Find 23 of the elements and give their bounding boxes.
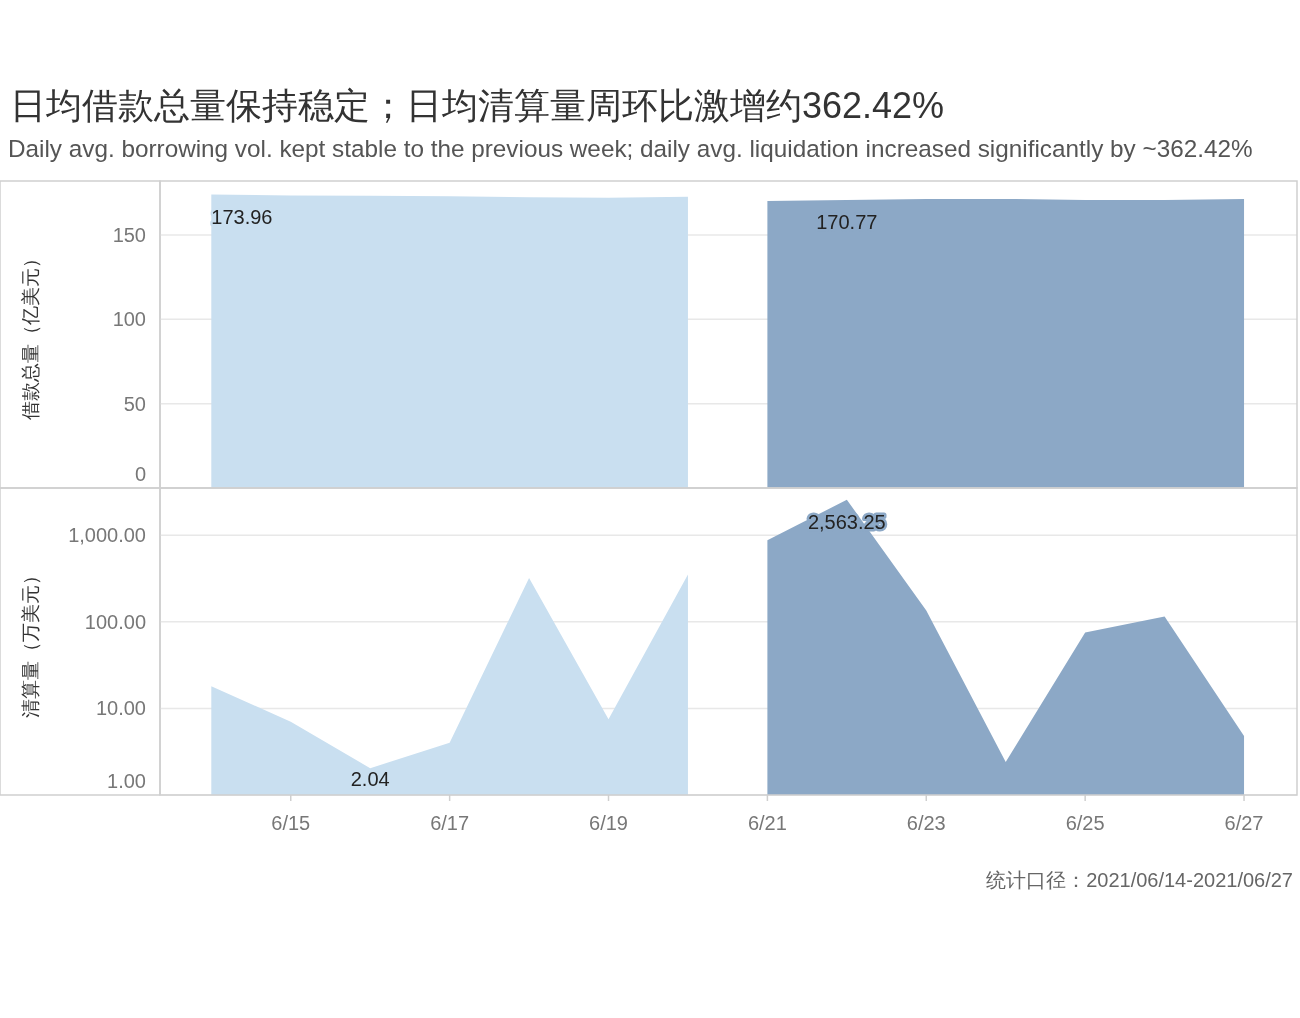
y-tick-label: 50 [123, 392, 146, 415]
y-axis-title: 清算量（万美元） [19, 565, 41, 718]
y-tick-label: 150 [112, 223, 146, 246]
y-tick-label: 1,000.00 [68, 524, 146, 547]
data-label: 170.77 [816, 210, 878, 233]
x-tick-label: 6/23 [906, 812, 946, 834]
text: 统计口径：2021/06/14-2021/06/27 [986, 869, 1293, 891]
y-tick-label: 1.00 [107, 770, 146, 792]
x-tick-label: 6/27 [1224, 812, 1264, 834]
chart-title: 日均借款总量保持稳定；日均清算量周环比激增约362.42% [10, 85, 945, 126]
x-tick-label: 6/19 [589, 812, 628, 834]
x-tick-label: 6/25 [1065, 812, 1105, 834]
y-tick-label: 10.00 [95, 697, 146, 720]
x-tick-label: 6/21 [747, 812, 787, 834]
chart-subtitle: Daily avg. borrowing vol. kept stable to the previous week; daily avg. liquidation increased significantly by ~362.42% [8, 135, 1253, 162]
y-axis-title: 借款总量（亿美元） [19, 249, 41, 420]
data-label: 173.96 [211, 205, 273, 228]
y-tick-label: 100.00 [84, 610, 146, 633]
data-label: 2.04 [350, 768, 390, 790]
y-tick-label: 100 [112, 308, 146, 331]
y-tick-label: 0 [134, 463, 146, 485]
x-tick-label: 6/17 [430, 812, 470, 834]
x-tick-label: 6/15 [271, 812, 311, 834]
